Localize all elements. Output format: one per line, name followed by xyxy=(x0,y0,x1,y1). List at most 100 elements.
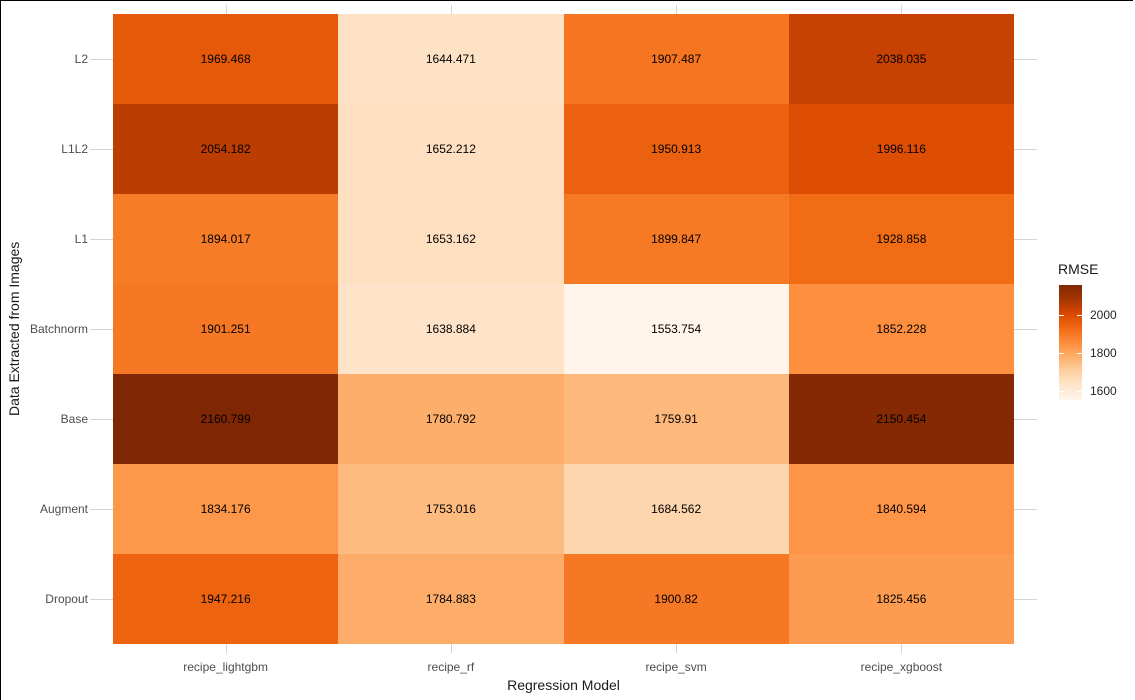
heatmap-cell: 1684.562 xyxy=(563,464,789,554)
colorbar xyxy=(1059,285,1082,400)
heatmap-cell: 1784.883 xyxy=(338,554,564,644)
heatmap-cell: 1901.251 xyxy=(113,284,339,374)
heatmap-cell: 1900.82 xyxy=(563,554,789,644)
x-tick-label: recipe_xgboost xyxy=(860,660,943,674)
heatmap-cell: 1950.913 xyxy=(563,104,789,194)
cell-value-label: 1996.116 xyxy=(876,142,926,156)
gridline xyxy=(90,509,113,510)
gridline xyxy=(90,149,113,150)
cell-value-label: 1759.91 xyxy=(654,412,698,426)
cell-value-label: 1644.471 xyxy=(425,52,476,66)
gridline xyxy=(901,644,902,653)
gridline xyxy=(90,329,113,330)
gridline xyxy=(1014,329,1037,330)
gridline xyxy=(90,599,113,600)
heatmap-cell: 2038.035 xyxy=(788,14,1014,104)
gridline xyxy=(226,644,227,653)
y-tick-label: L1 xyxy=(74,232,88,246)
cell-value-label: 1947.216 xyxy=(200,592,251,606)
heatmap-cell: 1834.176 xyxy=(113,464,339,554)
cell-value-label: 1638.884 xyxy=(425,322,476,336)
colorbar-tick-label: 1600 xyxy=(1090,384,1117,399)
cell-value-label: 1684.562 xyxy=(651,502,702,516)
heatmap-cell: 1653.162 xyxy=(338,194,564,284)
gridline xyxy=(451,644,452,653)
cell-value-label: 1784.883 xyxy=(425,592,476,606)
gridline xyxy=(1014,149,1037,150)
y-tick-label: Batchnorm xyxy=(29,322,88,336)
window-left-border xyxy=(0,0,1,700)
y-tick-label: Dropout xyxy=(45,592,88,606)
heatmap-grid: 1969.468 1644.471 1907.487 2038.035 2054.182… xyxy=(113,14,1014,644)
heatmap-cell: 1644.471 xyxy=(338,14,564,104)
heatmap-cell: 1759.91 xyxy=(563,374,789,464)
heatmap-cell: 2150.454 xyxy=(788,374,1014,464)
legend-title: RMSE xyxy=(1058,261,1099,277)
x-axis-title: Regression Model xyxy=(507,677,620,693)
colorbar-tick-label: 2000 xyxy=(1090,308,1117,323)
gridline xyxy=(1014,59,1037,60)
heatmap-cell: 2054.182 xyxy=(113,104,339,194)
heatmap-cell: 1825.456 xyxy=(788,554,1014,644)
colorbar-gradient xyxy=(1059,285,1082,400)
gridline xyxy=(901,5,902,14)
heatmap-cell: 1996.116 xyxy=(788,104,1014,194)
heatmap-cell: 2160.799 xyxy=(113,374,339,464)
y-tick-label: L1L2 xyxy=(61,142,88,156)
cell-value-label: 1653.162 xyxy=(425,232,476,246)
cell-value-label: 2160.799 xyxy=(200,412,251,426)
cell-value-label: 2038.035 xyxy=(876,52,927,66)
colorbar-tick-mark xyxy=(1059,391,1064,393)
heatmap-cell: 1638.884 xyxy=(338,284,564,374)
colorbar-tick-mark xyxy=(1077,353,1082,355)
cell-value-label: 1899.847 xyxy=(651,232,702,246)
y-tick-label: L2 xyxy=(74,52,88,66)
cell-value-label: 2054.182 xyxy=(200,142,251,156)
heatmap-cell: 1928.858 xyxy=(788,194,1014,284)
cell-value-label: 1840.594 xyxy=(876,502,927,516)
heatmap-cell: 1753.016 xyxy=(338,464,564,554)
gridline xyxy=(1014,509,1037,510)
colorbar-tick-mark xyxy=(1059,353,1064,355)
cell-value-label: 1753.016 xyxy=(425,502,476,516)
cell-value-label: 1894.017 xyxy=(200,232,251,246)
cell-value-label: 1834.176 xyxy=(200,502,251,516)
gridline xyxy=(676,644,677,653)
cell-value-label: 1928.858 xyxy=(876,232,927,246)
y-tick-label: Augment xyxy=(39,502,88,516)
x-tick-label: recipe_rf xyxy=(427,660,475,674)
colorbar-tick-mark xyxy=(1059,315,1064,317)
heatmap-cell: 1652.212 xyxy=(338,104,564,194)
gridline xyxy=(1014,239,1037,240)
y-axis-title: Data Extracted from Images xyxy=(6,241,22,417)
gridline xyxy=(451,5,452,14)
heatmap-cell: 1894.017 xyxy=(113,194,339,284)
y-tick-label: Base xyxy=(60,412,88,426)
cell-value-label: 2150.454 xyxy=(876,412,927,426)
cell-value-label: 1900.82 xyxy=(654,592,698,606)
cell-value-label: 1780.792 xyxy=(425,412,476,426)
cell-value-label: 1901.251 xyxy=(200,322,251,336)
colorbar-tick-mark xyxy=(1077,315,1082,317)
cell-value-label: 1950.913 xyxy=(651,142,702,156)
colorbar-tick-label: 1800 xyxy=(1090,346,1117,361)
heatmap-cell: 1780.792 xyxy=(338,374,564,464)
heatmap-cell: 1852.228 xyxy=(788,284,1014,374)
cell-value-label: 1969.468 xyxy=(200,52,251,66)
x-tick-label: recipe_lightgbm xyxy=(183,660,268,674)
heatmap-cell: 1899.847 xyxy=(563,194,789,284)
colorbar-legend: RMSE xyxy=(1058,261,1133,285)
gridline xyxy=(90,59,113,60)
heatmap-cell: 1907.487 xyxy=(563,14,789,104)
cell-value-label: 1652.212 xyxy=(425,142,476,156)
heatmap-cell: 1947.216 xyxy=(113,554,339,644)
heatmap-cell: 1553.754 xyxy=(563,284,789,374)
cell-value-label: 1852.228 xyxy=(876,322,927,336)
heatmap-cell: 1840.594 xyxy=(788,464,1014,554)
gridline xyxy=(1014,599,1037,600)
cell-value-label: 1907.487 xyxy=(651,52,702,66)
window-top-border xyxy=(0,0,1133,1)
heatmap-cell: 1969.468 xyxy=(113,14,339,104)
cell-value-label: 1553.754 xyxy=(651,322,702,336)
